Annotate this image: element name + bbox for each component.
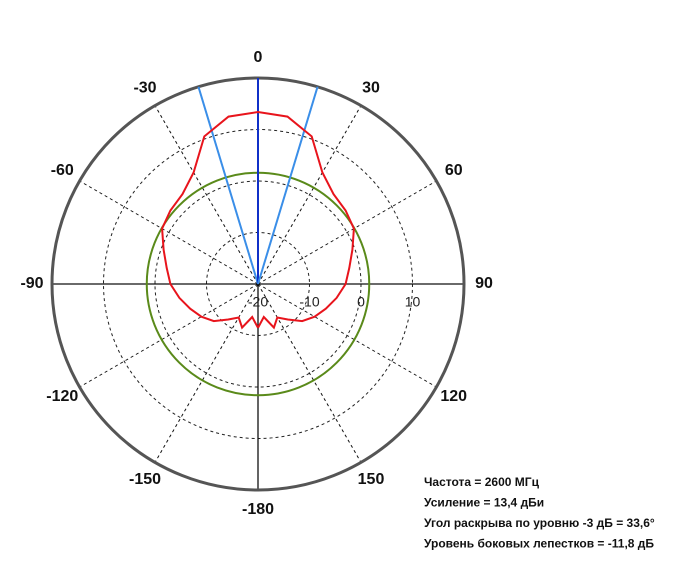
angle-label: -120 <box>46 388 78 405</box>
annotation: Частота = 2600 МГц <box>424 475 540 489</box>
annotation: Угол раскрыва по уровню -3 дБ = 33,6° <box>424 516 655 530</box>
angle-label: 60 <box>445 162 463 179</box>
beam-line <box>197 86 259 285</box>
spoke <box>257 283 362 463</box>
radial-label: 0 <box>357 294 365 310</box>
angle-label: 0 <box>254 49 263 66</box>
angle-label: -180 <box>242 501 274 518</box>
spoke <box>154 105 259 285</box>
spoke <box>79 180 259 285</box>
radial-label: -20 <box>248 294 268 310</box>
spoke <box>257 283 437 388</box>
spoke <box>79 283 259 388</box>
spoke <box>257 105 362 285</box>
annotation: Уровень боковых лепестков = -11,8 дБ <box>424 537 654 551</box>
angle-label: 30 <box>362 79 380 96</box>
angle-label: 90 <box>475 275 493 292</box>
angle-label: -90 <box>20 275 43 292</box>
angle-label: -150 <box>129 471 161 488</box>
radial-label: 10 <box>405 294 421 310</box>
beam-line <box>257 86 319 285</box>
angle-label: -60 <box>51 162 74 179</box>
spoke <box>257 180 437 285</box>
radial-label: -10 <box>299 294 319 310</box>
angle-label: 120 <box>440 388 467 405</box>
angle-label: -30 <box>133 79 156 96</box>
angle-label: 150 <box>358 471 385 488</box>
spoke <box>154 283 259 463</box>
annotation: Усиление = 13,4 дБи <box>424 496 544 510</box>
pattern-line <box>161 110 355 330</box>
